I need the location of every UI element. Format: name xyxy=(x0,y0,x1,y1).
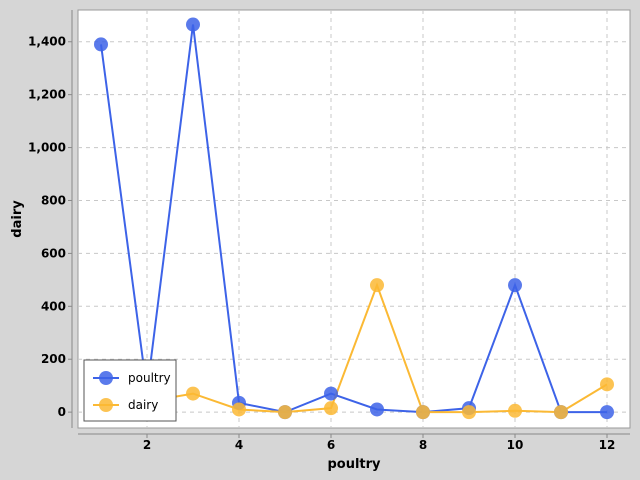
legend-marker-poultry xyxy=(99,371,113,385)
x-tick-label: 12 xyxy=(599,438,616,452)
data-point-dairy xyxy=(508,403,522,418)
grid xyxy=(78,10,630,428)
data-point-dairy xyxy=(554,405,568,420)
y-tick-label: 600 xyxy=(41,246,66,260)
data-point-dairy xyxy=(600,377,614,392)
y-tick-label: 1,000 xyxy=(28,141,66,155)
y-tick-label: 200 xyxy=(41,352,66,366)
y-axis-title: dairy xyxy=(10,200,25,238)
data-point-poultry xyxy=(324,386,338,401)
legend-label-poultry: poultry xyxy=(128,371,171,385)
plot-area xyxy=(77,9,631,429)
data-point-dairy xyxy=(416,405,430,420)
legend-box xyxy=(83,359,177,422)
x-tick-label: 6 xyxy=(327,438,335,452)
data-point-poultry xyxy=(508,278,522,293)
legend-marker-dairy xyxy=(99,398,113,412)
y-tick-label: 1,400 xyxy=(28,35,66,49)
data-point-dairy xyxy=(462,405,476,420)
data-point-poultry xyxy=(600,405,614,420)
y-tick-label: 1,200 xyxy=(28,88,66,102)
data-point-poultry xyxy=(186,17,200,32)
series-line-dairy xyxy=(100,282,608,414)
y-tick-labels: 0 200 400 600 800 1,000 1,200 1,400 xyxy=(28,35,66,419)
y-tick-label: 0 xyxy=(58,405,66,419)
data-point-dairy xyxy=(186,386,200,401)
legend: poultry dairy xyxy=(83,359,177,422)
axes xyxy=(68,10,630,438)
data-point-dairy xyxy=(232,402,246,417)
data-point-poultry xyxy=(370,402,384,417)
data-point-dairy xyxy=(278,405,292,420)
x-tick-label: 10 xyxy=(507,438,524,452)
legend-label-dairy: dairy xyxy=(128,398,158,412)
y-tick-label: 400 xyxy=(41,299,66,313)
x-tick-label: 2 xyxy=(143,438,151,452)
x-tick-labels: 2 4 6 8 10 12 xyxy=(143,438,616,452)
x-tick-label: 4 xyxy=(235,438,243,452)
series-line-poultry xyxy=(100,24,607,414)
x-axis-title: poultry xyxy=(327,457,381,472)
data-point-poultry xyxy=(94,37,108,52)
y-tick-label: 800 xyxy=(41,193,66,207)
data-point-dairy xyxy=(370,278,384,293)
data-point-dairy xyxy=(324,401,338,416)
x-tick-label: 8 xyxy=(419,438,427,452)
